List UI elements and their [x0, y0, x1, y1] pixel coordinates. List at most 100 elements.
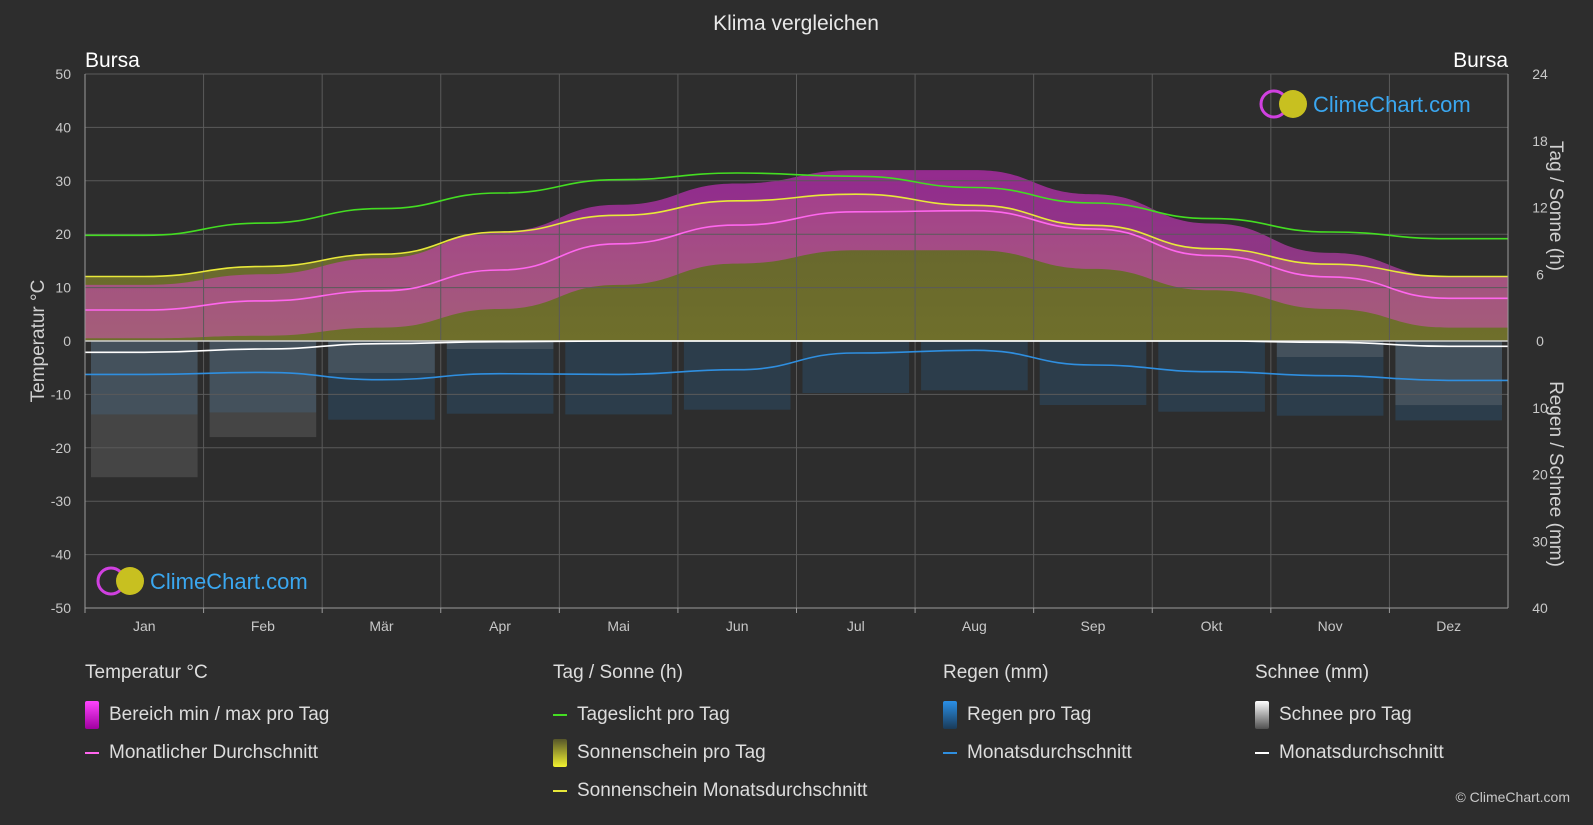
- legend-label: Monatsdurchschnitt: [1279, 742, 1444, 763]
- legend-sun-header: Tag / Sonne (h): [553, 662, 683, 683]
- legend-sun: Tag / Sonne (h) Tageslicht pro Tag Sonne…: [553, 662, 867, 810]
- daylight-line-icon: [553, 714, 567, 716]
- rain-avg-line-icon: [943, 752, 957, 754]
- legend-rain-header: Regen (mm): [943, 662, 1049, 683]
- legend-item-sunshine-avg: Sonnenschein Monatsdurchschnitt: [553, 772, 867, 810]
- month-tick-label: Sep: [1080, 618, 1105, 634]
- legend-snow-header: Schnee (mm): [1255, 662, 1370, 683]
- location-right: Bursa: [1453, 49, 1508, 72]
- month-tick-label: Feb: [251, 618, 275, 634]
- month-tick-label: Apr: [489, 618, 511, 634]
- snow-bar: [328, 341, 435, 373]
- rain-bar: [1158, 341, 1265, 412]
- logo-bottom: ClimeChart.com: [96, 566, 308, 596]
- rain-swatch-icon: [943, 701, 957, 729]
- right-axis-top-label: Tag / Sonne (h): [1545, 141, 1566, 271]
- rain-bar: [1039, 341, 1147, 405]
- temp-avg-line-icon: [85, 752, 99, 754]
- snow-bar: [1395, 341, 1502, 406]
- month-tick-label: Mär: [369, 618, 393, 634]
- rain-bar: [91, 341, 198, 415]
- left-tick-label: 40: [55, 119, 71, 135]
- right-top-tick-label: 24: [1532, 66, 1548, 82]
- snow-bar: [1276, 341, 1384, 357]
- daylight-line: [85, 172, 1508, 240]
- left-tick-label: 20: [55, 226, 71, 242]
- left-tick-label: -40: [51, 547, 71, 563]
- month-tick-label: Mai: [607, 618, 630, 634]
- legend-item-daylight: Tageslicht pro Tag: [553, 696, 867, 734]
- right-bottom-tick-label: 10: [1532, 400, 1548, 416]
- rain-bar: [446, 341, 554, 414]
- left-tick-label: -50: [51, 600, 71, 616]
- month-tick-label: Okt: [1201, 618, 1223, 634]
- left-tick-label: 50: [55, 66, 71, 82]
- snow-avg-line-icon: [1255, 752, 1269, 754]
- month-tick-label: Nov: [1318, 618, 1343, 634]
- snow-bar: [209, 341, 317, 438]
- location-left: Bursa: [85, 49, 140, 72]
- legend-label: Tageslicht pro Tag: [577, 704, 730, 725]
- rain-bar: [1276, 341, 1384, 416]
- legend-temperature: Temperatur °C Bereich min / max pro Tag …: [85, 662, 329, 772]
- rain-bar: [921, 341, 1028, 391]
- legend-snow: Schnee (mm) Schnee pro Tag Monatsdurchsc…: [1255, 662, 1444, 772]
- legend-label: Monatsdurchschnitt: [967, 742, 1132, 763]
- copyright: © ClimeChart.com: [1455, 789, 1570, 805]
- rain-avg-line: [85, 349, 1508, 382]
- right-bottom-tick-label: 40: [1532, 600, 1548, 616]
- legend-label: Monatlicher Durchschnitt: [109, 742, 319, 763]
- axes: 50 40 30 20 10 0 -10 -20 -30 -40 -50 24 18 12 6 0 10 20 30…: [51, 66, 1548, 634]
- series-lines: [85, 172, 1508, 382]
- legend-temperature-header: Temperatur °C: [85, 662, 208, 683]
- logo-sun-icon: [1279, 90, 1307, 118]
- left-tick-label: -20: [51, 440, 71, 456]
- snow-avg-line: [85, 340, 1508, 354]
- snow-bar: [446, 341, 554, 349]
- legend-item-snow-avg: Monatsdurchschnitt: [1255, 734, 1444, 772]
- legend-item-rain: Regen pro Tag: [943, 696, 1132, 734]
- logo-top: ClimeChart.com: [1259, 89, 1471, 119]
- rain-bar: [683, 341, 791, 410]
- month-tick-label: Jan: [133, 618, 156, 634]
- legend-label: Sonnenschein pro Tag: [577, 742, 766, 763]
- right-axis-bottom-label: Regen / Schnee (mm): [1545, 381, 1566, 567]
- legend-label: Regen pro Tag: [967, 704, 1092, 725]
- temp-range-swatch-icon: [85, 701, 99, 729]
- right-top-tick-label: 18: [1532, 133, 1548, 149]
- month-tick-label: Dez: [1436, 618, 1461, 634]
- logo-text-top: ClimeChart.com: [1313, 92, 1471, 117]
- logo-sun-icon: [116, 567, 144, 595]
- rain-bar: [802, 341, 910, 393]
- rain-bar: [565, 341, 672, 415]
- right-top-tick-label: 0: [1536, 333, 1544, 349]
- left-axis-label: Temperatur °C: [28, 280, 49, 403]
- left-tick-label: -30: [51, 493, 71, 509]
- sunshine-swatch-icon: [553, 739, 567, 767]
- left-tick-label: -10: [51, 386, 71, 402]
- right-bottom-tick-label: 20: [1532, 467, 1548, 483]
- legend-label: Bereich min / max pro Tag: [109, 704, 330, 725]
- sunshine-avg-line: [85, 193, 1508, 278]
- month-tick-label: Aug: [962, 618, 987, 634]
- legend-label: Sonnenschein Monatsdurchschnitt: [577, 780, 868, 801]
- chart-title: Klima vergleichen: [713, 12, 879, 35]
- legend-label: Schnee pro Tag: [1279, 704, 1412, 725]
- legend-item-temp-range: Bereich min / max pro Tag: [85, 696, 329, 734]
- sunshine-avg-line-icon: [553, 790, 567, 792]
- legend-item-snow: Schnee pro Tag: [1255, 696, 1444, 734]
- temp-avg-line: [85, 209, 1508, 311]
- legend-item-rain-avg: Monatsdurchschnitt: [943, 734, 1132, 772]
- logo-text-bottom: ClimeChart.com: [150, 569, 308, 594]
- left-tick-label: 30: [55, 173, 71, 189]
- legend-item-sunshine: Sonnenschein pro Tag: [553, 734, 867, 772]
- rain-bar: [209, 341, 317, 413]
- snow-swatch-icon: [1255, 701, 1269, 729]
- legend-item-temp-avg: Monatlicher Durchschnitt: [85, 734, 329, 772]
- left-tick-label: 0: [63, 333, 71, 349]
- legend-rain: Regen (mm) Regen pro Tag Monatsdurchschn…: [943, 662, 1132, 772]
- month-tick-label: Jul: [847, 618, 865, 634]
- right-top-tick-label: 12: [1532, 200, 1548, 216]
- snow-bar: [91, 341, 198, 478]
